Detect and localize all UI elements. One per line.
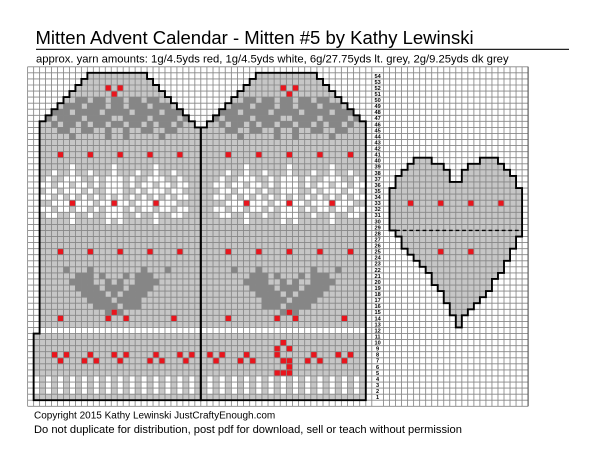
svg-text:14: 14 — [374, 316, 381, 322]
svg-text:39: 39 — [374, 165, 380, 171]
svg-text:40: 40 — [374, 159, 380, 165]
svg-text:22: 22 — [374, 268, 380, 274]
svg-text:Do not duplicate for distribut: Do not duplicate for distribution, post … — [34, 424, 462, 436]
svg-text:34: 34 — [374, 195, 381, 201]
svg-text:44: 44 — [374, 134, 381, 140]
svg-text:49: 49 — [374, 104, 380, 110]
svg-text:23: 23 — [374, 262, 380, 268]
svg-text:12: 12 — [374, 328, 380, 334]
svg-text:47: 47 — [374, 116, 380, 122]
svg-text:27: 27 — [374, 237, 380, 243]
svg-text:43: 43 — [374, 140, 380, 146]
svg-text:Copyright 2015 Kathy Lewinski: Copyright 2015 Kathy Lewinski JustCrafty… — [34, 411, 275, 422]
svg-text:1: 1 — [376, 395, 379, 401]
svg-text:9: 9 — [376, 347, 379, 353]
svg-text:13: 13 — [374, 322, 380, 328]
svg-text:16: 16 — [374, 304, 380, 310]
svg-text:26: 26 — [374, 244, 380, 250]
svg-text:2: 2 — [376, 389, 379, 395]
svg-text:19: 19 — [374, 286, 380, 292]
svg-text:51: 51 — [374, 92, 380, 98]
svg-text:32: 32 — [374, 207, 380, 213]
svg-text:33: 33 — [374, 201, 380, 207]
svg-text:10: 10 — [374, 341, 380, 347]
svg-text:20: 20 — [374, 280, 380, 286]
svg-text:36: 36 — [374, 183, 380, 189]
svg-text:35: 35 — [374, 189, 380, 195]
svg-text:52: 52 — [374, 86, 380, 92]
svg-text:37: 37 — [374, 177, 380, 183]
svg-text:6: 6 — [376, 365, 379, 371]
svg-text:50: 50 — [374, 98, 380, 104]
svg-text:48: 48 — [374, 110, 380, 116]
svg-text:54: 54 — [374, 74, 381, 80]
svg-text:11: 11 — [375, 334, 381, 340]
svg-text:Mitten Advent Calendar - Mitte: Mitten Advent Calendar - Mitten #5 by Ka… — [36, 27, 474, 48]
svg-text:15: 15 — [374, 310, 380, 316]
svg-text:31: 31 — [374, 213, 380, 219]
svg-text:45: 45 — [374, 128, 380, 134]
svg-text:5: 5 — [376, 371, 379, 377]
svg-text:8: 8 — [376, 353, 379, 359]
svg-text:3: 3 — [376, 383, 379, 389]
svg-text:24: 24 — [374, 256, 381, 262]
svg-text:7: 7 — [376, 359, 379, 365]
svg-text:41: 41 — [374, 153, 380, 159]
svg-text:25: 25 — [374, 250, 380, 256]
svg-text:46: 46 — [374, 122, 380, 128]
svg-text:29: 29 — [374, 225, 380, 231]
svg-text:28: 28 — [374, 231, 380, 237]
svg-text:approx. yarn amounts: 1g/4.5yd: approx. yarn amounts: 1g/4.5yds red, 1g/… — [36, 54, 509, 66]
svg-text:4: 4 — [376, 377, 380, 383]
svg-text:17: 17 — [374, 298, 380, 304]
svg-text:30: 30 — [374, 219, 380, 225]
svg-text:53: 53 — [374, 80, 380, 86]
svg-text:18: 18 — [374, 292, 380, 298]
svg-text:38: 38 — [374, 171, 380, 177]
svg-text:42: 42 — [374, 147, 380, 153]
svg-text:21: 21 — [374, 274, 380, 280]
